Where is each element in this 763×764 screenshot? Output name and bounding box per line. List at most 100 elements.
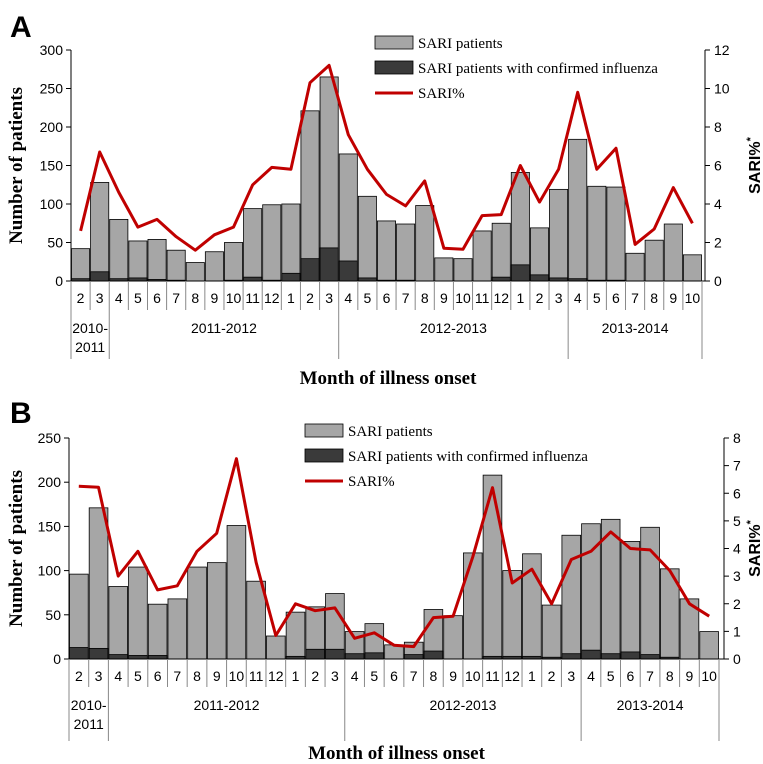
bar-sari [285, 611, 306, 660]
x-tick-label: 8 [429, 668, 437, 684]
x-tick-label: 2 [311, 668, 319, 684]
bar-sari [482, 474, 503, 660]
bar-sari [69, 573, 89, 660]
legend: SARI patients SARI patients with confirme… [304, 423, 588, 490]
bar-sari [549, 188, 569, 282]
legend-swatch [374, 60, 414, 75]
y2-tick-label: 3 [733, 568, 741, 584]
bar-confirmed [364, 652, 385, 660]
bar-sari [204, 251, 224, 282]
x-tick-label: 7 [646, 668, 654, 684]
x-tick-label: 9 [440, 290, 448, 306]
x-tick-label: 2 [548, 668, 556, 684]
bar-sari [166, 249, 186, 282]
bar-sari [541, 604, 562, 660]
x-tick-label: 3 [95, 668, 103, 684]
x-tick-label: 1 [287, 290, 295, 306]
bar-sari [682, 254, 702, 282]
x-tick-label: 12 [268, 668, 284, 684]
y2-tick-label: 12 [714, 42, 730, 58]
legend: SARI patients SARI patients with confirme… [374, 35, 658, 102]
legend-label: SARI% [418, 86, 465, 102]
x-axis-title: Month of illness onset [308, 743, 485, 764]
x-tick-label: 7 [402, 290, 410, 306]
bar-sari [491, 222, 511, 282]
x-tick-label: 1 [292, 668, 300, 684]
bar-sari [625, 252, 645, 282]
bar-confirmed [108, 654, 128, 660]
x-tick-label: 4 [115, 290, 123, 306]
x-tick-label: 9 [449, 668, 457, 684]
y-tick-label: 0 [55, 273, 63, 289]
bar-confirmed [325, 648, 345, 660]
x-tick-label: 10 [685, 290, 701, 306]
legend-label: SARI% [348, 474, 395, 490]
x-tick-label: 10 [455, 290, 471, 306]
y-tick-label: 50 [45, 607, 61, 623]
legend-label: SARI patients [418, 36, 503, 52]
bar-sari [128, 566, 148, 660]
x-tick-label: 7 [173, 668, 181, 684]
bar-sari [529, 227, 549, 282]
bar-confirmed [510, 264, 530, 282]
x-tick-label: 7 [631, 290, 639, 306]
x-tick-label: 3 [555, 290, 563, 306]
x-tick-label: 3 [96, 290, 104, 306]
legend-label: SARI patients [348, 424, 433, 440]
bar-sari [434, 257, 454, 282]
bar-sari [281, 203, 301, 282]
bar-confirmed [344, 653, 365, 660]
bar-confirmed [305, 648, 325, 660]
x-tick-label: 5 [134, 668, 142, 684]
panel-label: B [10, 397, 32, 430]
bar-sari [147, 603, 168, 660]
y-tick-label: 50 [47, 235, 63, 251]
x-tick-label: 8 [421, 290, 429, 306]
x-tick-label: 12 [504, 668, 520, 684]
y-tick-label: 100 [40, 196, 64, 212]
bar-sari [243, 208, 263, 282]
y-axis-title: Number of patients [6, 87, 27, 244]
bar-sari [663, 223, 683, 282]
sari-percent-line [79, 63, 694, 252]
y2-tick-label: 4 [733, 541, 741, 557]
sari-percent-line [78, 457, 710, 649]
x-tick-label: 7 [410, 668, 418, 684]
y2-axis-title: SARI%* [745, 519, 763, 576]
x-tick-label: 10 [465, 668, 481, 684]
bar-sari [266, 635, 286, 660]
bar-sari [246, 580, 266, 660]
bar-sari [620, 541, 641, 660]
bar-sari [463, 552, 483, 660]
x-tick-label: 4 [114, 668, 122, 684]
bar-sari [90, 182, 110, 282]
bar-confirmed [88, 647, 109, 660]
y2-tick-label: 0 [714, 273, 722, 289]
season-label: 2013-2014 [617, 697, 684, 713]
y-tick-label: 150 [38, 518, 62, 534]
y-tick-label: 250 [40, 81, 64, 97]
x-tick-label: 3 [325, 290, 333, 306]
bar-sari [644, 239, 664, 282]
x-tick-label: 8 [191, 290, 199, 306]
bar-sari [606, 186, 626, 282]
bar-confirmed [300, 258, 320, 282]
bar-sari [187, 566, 207, 660]
bar-sari [109, 218, 129, 282]
x-tick-label: 11 [475, 290, 490, 306]
x-tick-label: 1 [516, 290, 524, 306]
bar-confirmed [128, 655, 148, 660]
legend-swatch [374, 35, 414, 50]
x-tick-label: 6 [626, 668, 634, 684]
bar-sari [128, 240, 148, 282]
y2-tick-label: 6 [733, 485, 741, 501]
bar-sari [415, 205, 435, 282]
bar-sari [71, 248, 91, 282]
x-tick-label: 6 [153, 290, 161, 306]
x-tick-label: 8 [193, 668, 201, 684]
bar-confirmed [561, 653, 582, 660]
x-tick-label: 5 [370, 668, 378, 684]
x-tick-label: 3 [567, 668, 575, 684]
x-tick-label: 2 [306, 290, 314, 306]
